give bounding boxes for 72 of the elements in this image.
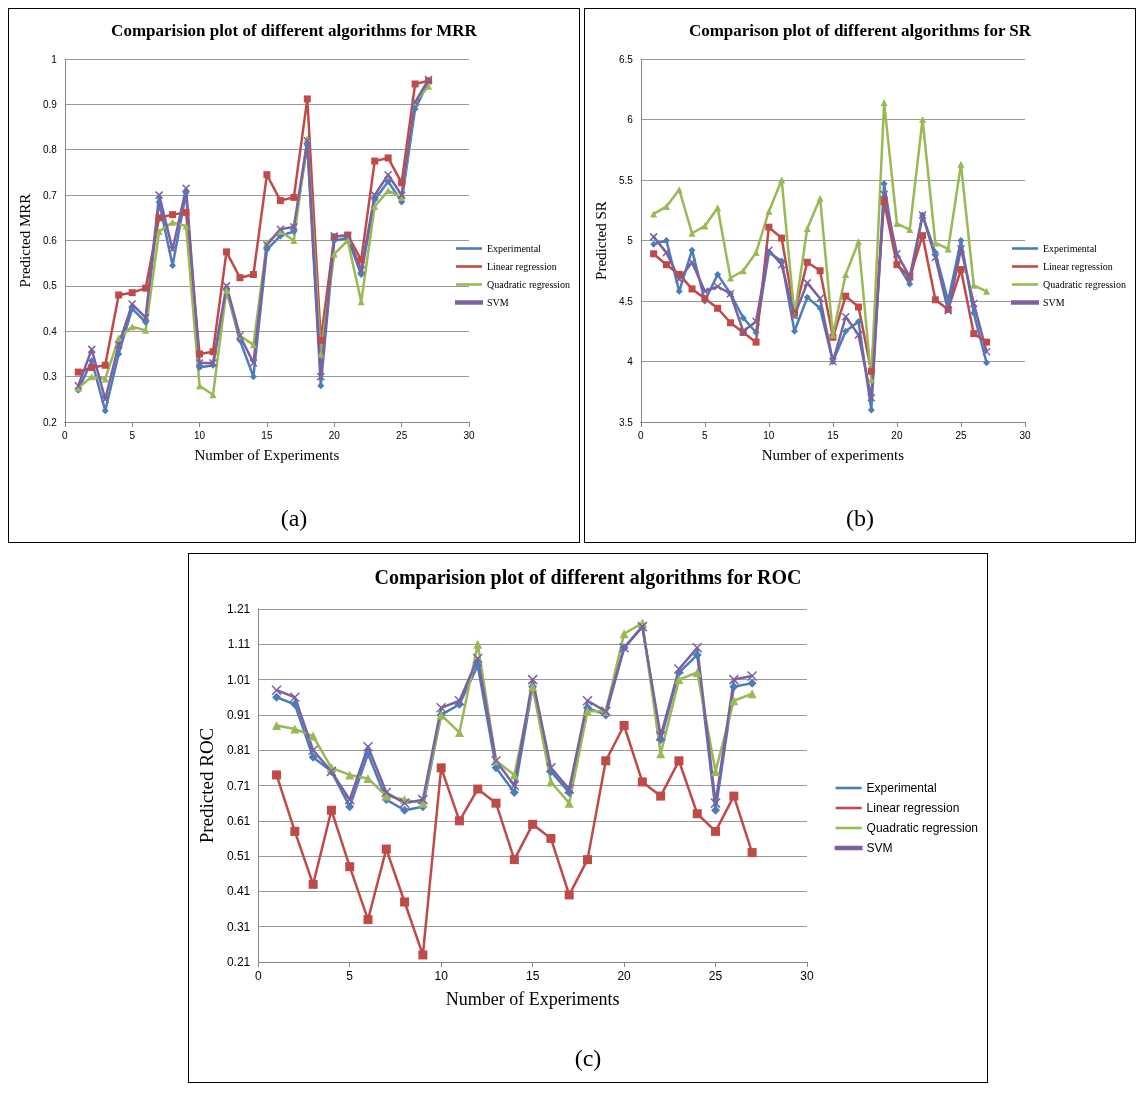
x-tick-label: 15 [261,429,273,441]
chart-title: Comparison plot of different algorithms for SR [688,21,1032,40]
x-tick-label: 5 [346,969,354,983]
x-tick-label: 20 [617,969,632,983]
y-tick-label: 1.11 [227,637,251,652]
y-tick-label: 1.01 [226,672,251,687]
legend-label: Quadratic regression [866,821,978,835]
x-tick-label: 0 [638,429,645,441]
x-tick-label: 5 [129,429,136,441]
y-tick-label: 0.3 [42,371,58,383]
chart-title: Comparision plot of different algorithms for MRR [111,21,478,40]
y-tick-label: 6.5 [618,53,634,65]
x-tick-label: 25 [708,969,723,983]
text: (c) [574,1045,602,1071]
legend-label: Linear regression [866,801,960,815]
legend-label: Experimental [866,781,937,795]
x-tick-label: 10 [193,429,206,441]
legend-label: Experimental [1042,243,1098,254]
x-tick-label: 25 [396,429,408,441]
y-tick-label: 0.81 [226,743,251,758]
x-axis-title: Number of experiments [761,446,905,463]
y-tick-label: 0.71 [226,778,251,793]
text: (a) [280,505,308,531]
y-tick-label: 6 [627,114,634,125]
legend-label: Experimental [486,243,542,254]
x-tick-label: 30 [800,969,814,983]
y-tick-label: 0.51 [226,849,251,864]
y-tick-label: 0.9 [42,98,58,110]
y-tick-label: 0.41 [226,884,251,899]
y-tick-label: 0.91 [226,707,251,722]
text: (b) [846,505,874,531]
y-tick-label: 0.2 [42,416,58,428]
x-tick-label: 30 [463,429,475,441]
y-axis-title: Predicted ROC [196,727,217,844]
y-tick-label: 0.6 [42,235,58,246]
y-tick-label: 0.4 [42,325,58,337]
y-tick-label: 0.21 [226,955,251,969]
x-axis-title: Number of Experiments [445,989,620,1009]
y-tick-label: 0.7 [42,189,58,201]
x-tick-label: 0 [62,429,69,441]
x-tick-label: 10 [763,429,775,441]
legend-label: SVM [486,297,509,308]
y-tick-label: 0.5 [42,280,58,292]
legend-label: Quadratic regression [486,279,571,290]
y-axis-title: Predicted SR [592,201,609,280]
y-tick-label: 5.5 [618,174,634,186]
x-tick-label: 10 [434,969,449,983]
y-axis-title: Predicted MRR [16,193,33,288]
y-tick-label: 3.5 [618,416,634,428]
y-tick-label: 4 [627,356,634,367]
chart-title: Comparision plot of different algorithms for ROC [374,566,802,589]
legend-label: SVM [866,841,893,855]
legend-label: Quadratic regression [1042,279,1127,290]
y-tick-label: 1 [51,53,58,65]
x-tick-label: 20 [328,429,341,441]
y-tick-label: 1.21 [226,602,251,616]
x-tick-label: 20 [891,429,903,441]
x-tick-label: 15 [525,969,540,983]
y-tick-label: 4.5 [618,295,634,307]
legend-label: SVM [1042,297,1065,308]
x-axis-title: Number of Experiments [194,446,340,463]
legend-label: Linear regression [486,261,557,272]
y-tick-label: 0.8 [42,144,58,156]
x-tick-label: 25 [955,429,967,441]
x-tick-label: 5 [702,429,709,441]
x-tick-label: 30 [1019,429,1031,441]
x-tick-label: 0 [254,969,262,983]
y-tick-label: 0.31 [226,919,251,934]
y-tick-label: 0.61 [226,813,251,828]
legend-label: Linear regression [1042,261,1113,272]
y-tick-label: 5 [627,235,634,246]
x-tick-label: 15 [827,429,839,441]
